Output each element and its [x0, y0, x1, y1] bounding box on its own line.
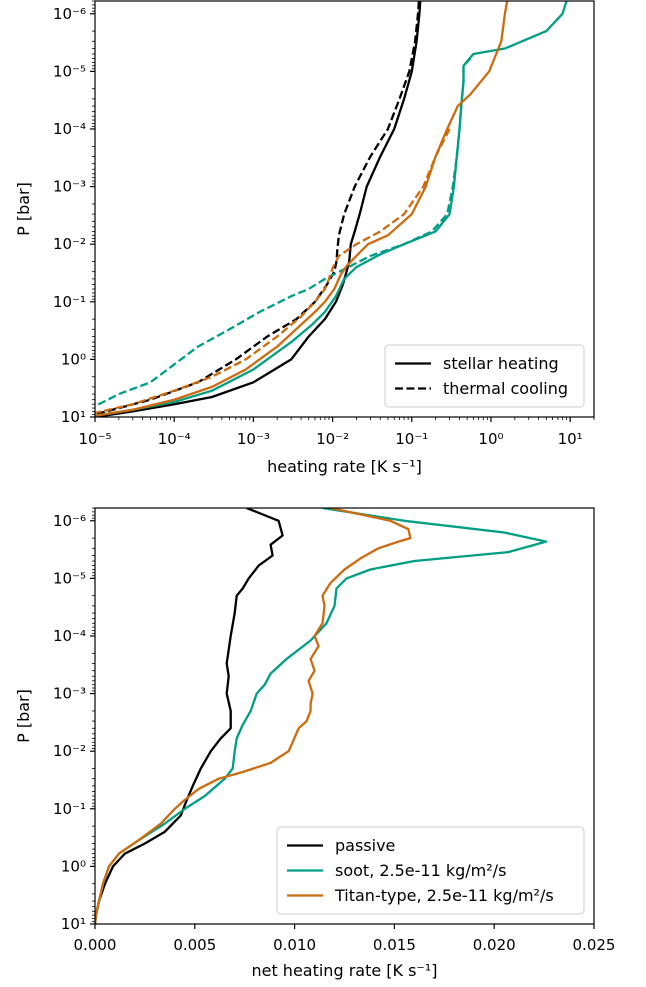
y-tick-label: 10⁰	[61, 857, 86, 875]
y-tick-label: 10⁻¹	[53, 800, 86, 818]
y-tick-label: 10¹	[61, 408, 86, 426]
y-tick-label: 10⁻⁴	[53, 120, 86, 138]
y-tick-label: 10⁻⁵	[53, 569, 86, 587]
x-tick-label: 0.025	[573, 936, 616, 954]
x-tick-label: 10⁻²	[316, 430, 349, 448]
legend-label: stellar heating	[443, 354, 559, 373]
y-tick-label: 10¹	[61, 915, 86, 933]
legend: stellar heating thermal cooling	[384, 344, 585, 408]
y-tick-label: 10⁻⁶	[53, 5, 86, 23]
x-axis-label: net heating rate [K s⁻¹]	[251, 961, 437, 980]
x-tick-label: 0.015	[373, 936, 416, 954]
plot-frame	[94, 507, 595, 925]
y-tick-label: 10⁻³	[53, 178, 86, 196]
x-tick-label: 10⁰	[478, 430, 503, 448]
series-line-1	[95, 1, 421, 416]
y-tick-label: 10⁻⁶	[53, 512, 86, 530]
x-tick-label: 10⁻¹	[395, 430, 428, 448]
legend-box	[276, 826, 585, 915]
x-tick-label: 0.005	[173, 936, 216, 954]
y-tick-label: 10⁻²	[53, 235, 86, 253]
series-group	[95, 508, 548, 924]
bottom-panel: 10⁻⁶ 10⁻⁵ 10⁻⁴ 10⁻³ 10⁻² 10⁻¹ 10⁰ 10¹ 0.000 0.005…	[14, 507, 616, 980]
y-tick-label: 10⁰	[61, 350, 86, 368]
series-line-0	[95, 508, 284, 924]
legend-label: Titan-type, 2.5e-11 kg/m²/s	[334, 886, 554, 905]
x-tick-label: 10⁻⁴	[158, 430, 191, 448]
legend-box	[384, 344, 585, 408]
x-tick-label: 0.010	[273, 936, 316, 954]
y-tick-label: 10⁻¹	[53, 293, 86, 311]
series-group	[95, 1, 568, 417]
top-panel: 10⁻⁶ 10⁻⁵ 10⁻⁴ 10⁻³ 10⁻² 10⁻¹ 10⁰ 10¹ 10⁻⁵ 10⁻⁴ 10…	[14, 0, 595, 476]
x-axis-label: heating rate [K s⁻¹]	[267, 457, 422, 476]
x-tick-label: 10⁻⁵	[78, 430, 111, 448]
legend-label: soot, 2.5e-11 kg/m²/s	[335, 861, 506, 880]
plot-frame	[94, 0, 595, 418]
x-tick-label: 0.020	[473, 936, 516, 954]
y-axis-label: P [bar]	[14, 182, 33, 236]
series-line-4	[95, 1, 509, 417]
y-tick-label: 10⁻³	[53, 685, 86, 703]
legend-label: passive	[335, 836, 395, 855]
series-line-5	[95, 128, 451, 415]
y-tick-label: 10⁻²	[53, 742, 86, 760]
y-tick-label: 10⁻⁴	[53, 627, 86, 645]
x-tick-label: 0.000	[74, 936, 117, 954]
x-tick-label: 10⁻³	[237, 430, 270, 448]
y-tick-label: 10⁻⁵	[53, 62, 86, 80]
x-tick-label: 10¹	[558, 430, 583, 448]
legend-label: thermal cooling	[443, 379, 568, 398]
series-line-3	[95, 57, 472, 408]
legend: passive soot, 2.5e-11 kg/m²/s Titan-type, …	[276, 826, 585, 915]
y-axis-label: P [bar]	[14, 689, 33, 743]
series-line-2	[95, 508, 412, 924]
series-line-0	[95, 1, 422, 417]
